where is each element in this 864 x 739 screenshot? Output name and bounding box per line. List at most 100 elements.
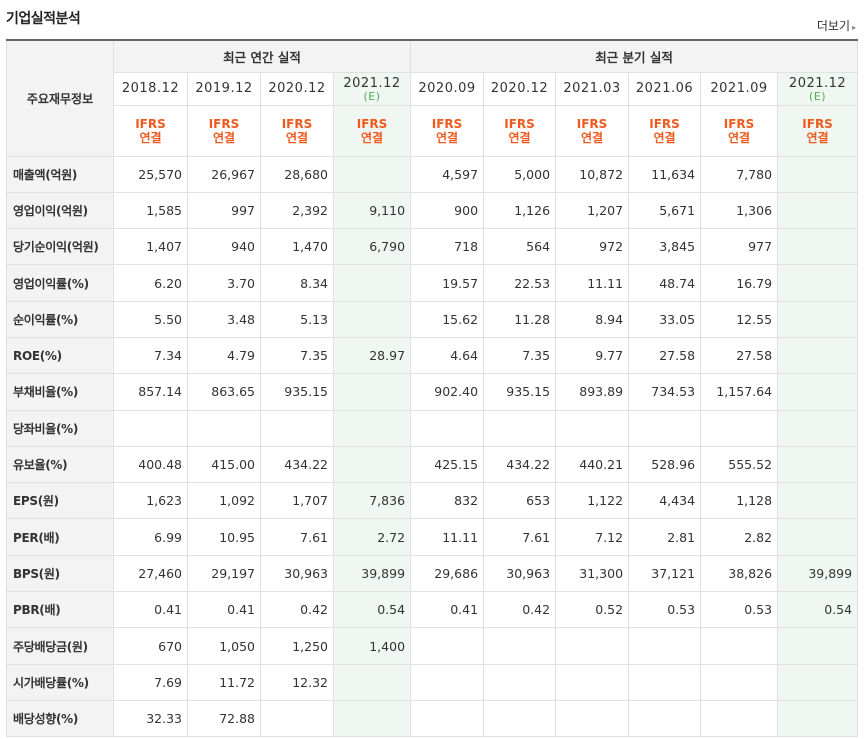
table-cell: [332, 300, 412, 338]
ifrs-label: IFRS: [208, 116, 240, 131]
table-cell: [332, 663, 412, 701]
table-cell: [332, 373, 412, 411]
table-cell: 1,128: [700, 482, 779, 520]
table-cell: 1,122: [555, 482, 630, 520]
table-cell: 11.28: [483, 300, 557, 338]
table-cell: [777, 518, 859, 556]
period-header: 2018.12: [113, 71, 188, 106]
table-cell: 4.64: [410, 336, 485, 375]
section-header: 기업실적분석 더보기 ▸: [0, 0, 864, 40]
ifrs-header: IFRS 연결: [555, 104, 630, 157]
table-cell: 0.53: [628, 591, 702, 629]
table-row: 배당성향(%) 32.33 72.88: [6, 699, 859, 738]
table-cell: 2.72: [332, 518, 412, 556]
ifrs-label: IFRS: [723, 116, 755, 131]
table-row: 주당배당금(원) 670 1,050 1,250 1,400: [6, 627, 859, 665]
ifrs-label: IFRS: [576, 116, 608, 131]
table-row: BPS(원) 27,460 29,197 30,963 39,899 29,686 30,9…: [6, 554, 859, 593]
table-cell: 528.96: [628, 445, 702, 484]
table-cell: 0.54: [777, 591, 859, 629]
table-cell: 30,963: [483, 554, 557, 593]
table-cell: 1,050: [187, 627, 261, 665]
table-cell: 555.52: [700, 445, 779, 484]
row-label: 당좌비율(%): [6, 409, 114, 447]
table-cell: 400.48: [113, 445, 188, 484]
table-row: PBR(배) 0.41 0.41 0.42 0.54 0.41 0.42 0.52 0.53 0.…: [6, 591, 859, 629]
table-cell: 4.79: [187, 336, 261, 375]
table-cell: 940: [187, 228, 261, 266]
period-label: 2021.12: [788, 75, 847, 91]
financial-summary-table: 주요재무정보 최근 연간 실적 최근 분기 실적 2018.12 2019.12 2…: [6, 39, 859, 738]
table-cell: 935.15: [483, 373, 557, 411]
table-row: ROE(%) 7.34 4.79 7.35 28.97 4.64 7.35 9.77 27.58…: [6, 336, 859, 375]
table-cell: [332, 155, 412, 193]
table-cell: 863.65: [187, 373, 261, 411]
table-cell: 3.48: [187, 300, 261, 338]
chevron-right-icon: ▸: [851, 23, 856, 32]
estimate-marker: (E): [363, 89, 381, 103]
table-cell: 9,110: [332, 191, 412, 230]
table-cell: 972: [555, 228, 630, 266]
table-cell: 1,092: [187, 482, 261, 520]
period-label: 2021.03: [563, 81, 621, 96]
table-cell: 0.52: [555, 591, 630, 629]
table-row: 당기순이익(억원) 1,407 940 1,470 6,790 718 564 972 3,84…: [6, 228, 859, 266]
table-cell: 734.53: [628, 373, 702, 411]
table-cell: 2.81: [628, 518, 702, 556]
table-cell: [700, 627, 779, 665]
table-cell: 25,570: [113, 155, 188, 193]
table-row: EPS(원) 1,623 1,092 1,707 7,836 832 653 1,122 4,4…: [6, 482, 859, 520]
ifrs-label: IFRS: [281, 116, 313, 131]
ifrs-header: IFRS 연결: [700, 104, 779, 157]
more-link[interactable]: 더보기 ▸: [817, 17, 856, 34]
period-header: 2021.06: [628, 71, 702, 106]
period-header: 2021.12 (E): [332, 71, 412, 106]
table-cell: 37,121: [628, 554, 702, 593]
ifrs-header: IFRS 연결: [628, 104, 702, 157]
ifrs-header: IFRS 연결: [187, 104, 261, 157]
table-cell: 857.14: [113, 373, 188, 411]
table-cell: [332, 445, 412, 484]
table-cell: [700, 409, 779, 447]
table-cell: 2,392: [260, 191, 334, 230]
period-label: 2020.12: [268, 81, 326, 96]
table-cell: 26,967: [187, 155, 261, 193]
table-row: 영업이익(억원) 1,585 997 2,392 9,110 900 1,126 1,207 5…: [6, 191, 859, 230]
table-cell: [483, 699, 557, 738]
section-title: 기업실적분석: [6, 11, 81, 27]
ifrs-header: IFRS 연결: [410, 104, 485, 157]
period-header: 2020.09: [410, 71, 485, 106]
row-label: 주당배당금(원): [6, 627, 114, 665]
table-cell: 7.61: [260, 518, 334, 556]
table-cell: 1,585: [113, 191, 188, 230]
table-cell: 3.70: [187, 264, 261, 302]
table-cell: [628, 699, 702, 738]
row-label: 배당성향(%): [6, 699, 114, 738]
table-row: 유보율(%) 400.48 415.00 434.22 425.15 434.22 440.…: [6, 445, 859, 484]
table-cell: 5.13: [260, 300, 334, 338]
table-cell: 6.20: [113, 264, 188, 302]
table-cell: [777, 264, 859, 302]
table-cell: 564: [483, 228, 557, 266]
table-cell: 0.53: [700, 591, 779, 629]
table-cell: [332, 264, 412, 302]
table-cell: [777, 409, 859, 447]
table-cell: [260, 699, 334, 738]
table-cell: 902.40: [410, 373, 485, 411]
table-cell: 1,407: [113, 228, 188, 266]
table-cell: 1,207: [555, 191, 630, 230]
period-header: 2020.12: [483, 71, 557, 106]
table-cell: 5.50: [113, 300, 188, 338]
table-cell: [777, 300, 859, 338]
table-cell: 29,686: [410, 554, 485, 593]
table-cell: 11.11: [410, 518, 485, 556]
table-cell: 10,872: [555, 155, 630, 193]
table-cell: 7.35: [483, 336, 557, 375]
table-cell: [332, 409, 412, 447]
table-cell: 2.82: [700, 518, 779, 556]
table-cell: 29,197: [187, 554, 261, 593]
consolidated-label: 연결: [212, 130, 236, 145]
table-cell: 3,845: [628, 228, 702, 266]
table-cell: 425.15: [410, 445, 485, 484]
row-label: 매출액(억원): [6, 155, 114, 193]
